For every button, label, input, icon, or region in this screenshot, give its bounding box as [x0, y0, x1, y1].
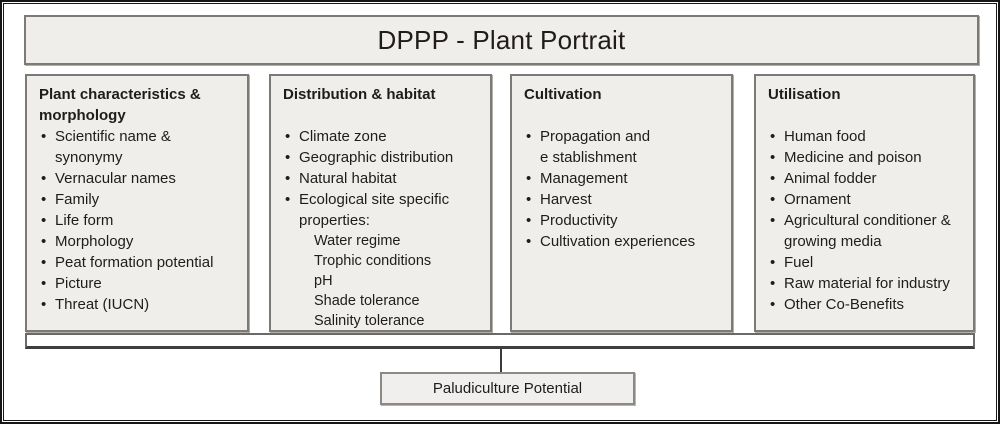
box-distribution-habitat: Distribution & habitat Climate zoneGeogr…	[269, 74, 492, 332]
sub-list-item: Salinity tolerance	[314, 313, 425, 329]
list-item: Fuel	[768, 252, 963, 273]
box-heading: Plant characteristics & morphology	[39, 86, 201, 124]
list-item: Threat (IUCN)	[39, 294, 237, 315]
list-item: Geographic distribution	[283, 147, 480, 168]
paludiculture-potential-label: Paludiculture Potential	[432, 380, 583, 397]
bullet-list: Scientific name & synonymyVernacular nam…	[39, 126, 237, 315]
list-item: Ecological site specific properties:	[283, 189, 480, 231]
sub-list: Water regime Trophic conditions pH Shade to…	[314, 231, 480, 330]
paludiculture-potential-box: Paludiculture Potential	[380, 372, 635, 405]
box-heading: Utilisation	[768, 86, 841, 103]
box-plant-characteristics: Plant characteristics & morphology Scien…	[25, 74, 249, 332]
sub-list-item: pH	[314, 273, 333, 289]
list-item: Scientific name & synonymy	[39, 126, 237, 168]
list-item: Morphology	[39, 231, 237, 252]
title-box: DPPP - Plant Portrait	[24, 15, 979, 65]
box-utilisation: Utilisation Human foodMedicine and poiso…	[754, 74, 975, 332]
list-item: Animal fodder	[768, 168, 963, 189]
bullet-list: Human foodMedicine and poisonAnimal fodd…	[768, 126, 963, 315]
bullet-list: Propagation and e stablishmentManagement…	[524, 126, 721, 252]
box-heading: Distribution & habitat	[283, 86, 436, 103]
sub-list-item: Trophic conditions	[314, 253, 432, 269]
list-item: Vernacular names	[39, 168, 237, 189]
list-item: Peat formation potential	[39, 252, 237, 273]
connector-line	[500, 348, 502, 374]
list-item: Harvest	[524, 189, 721, 210]
list-item: Cultivation experiences	[524, 231, 721, 252]
list-item: Medicine and poison	[768, 147, 963, 168]
list-item: Picture	[39, 273, 237, 294]
list-item: Propagation and e stablishment	[524, 126, 721, 168]
list-item: Management	[524, 168, 721, 189]
list-item: Family	[39, 189, 237, 210]
box-cultivation: Cultivation Propagation and e stablishme…	[510, 74, 733, 332]
list-item: Raw material for industry	[768, 273, 963, 294]
sub-list-item: Shade tolerance	[314, 293, 420, 309]
box-heading: Cultivation	[524, 86, 602, 103]
connector-bar	[25, 333, 975, 349]
page-title: DPPP - Plant Portrait	[377, 24, 626, 55]
list-item: Climate zone	[283, 126, 480, 147]
list-item: Agricultural conditioner & growing media	[768, 210, 963, 252]
list-item: Natural habitat	[283, 168, 480, 189]
bullet-list: Climate zoneGeographic distributionNatur…	[283, 126, 480, 231]
sub-list-item: Water regime	[314, 233, 401, 249]
list-item: Productivity	[524, 210, 721, 231]
list-item: Other Co-Benefits	[768, 294, 963, 315]
list-item: Life form	[39, 210, 237, 231]
list-item: Ornament	[768, 189, 963, 210]
list-item: Human food	[768, 126, 963, 147]
